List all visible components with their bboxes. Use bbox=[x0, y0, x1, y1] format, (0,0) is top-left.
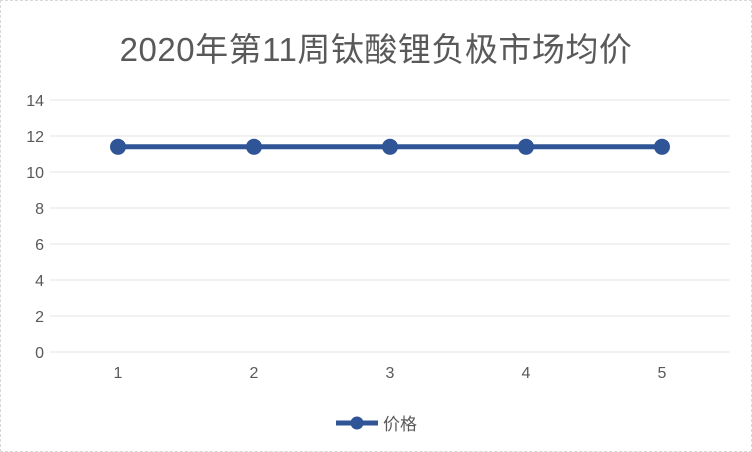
x-axis-tick-label: 4 bbox=[522, 365, 531, 382]
x-axis-tick-label: 2 bbox=[250, 365, 259, 382]
x-axis-tick-label: 1 bbox=[114, 365, 123, 382]
data-point-marker bbox=[246, 138, 262, 155]
data-point-marker bbox=[654, 138, 670, 155]
legend: 价格 bbox=[1, 410, 751, 435]
y-axis-tick-label: 4 bbox=[35, 273, 44, 290]
legend-line-marker-icon bbox=[336, 416, 378, 429]
y-axis-tick-label: 6 bbox=[35, 237, 44, 254]
y-axis-tick-label: 2 bbox=[35, 309, 44, 326]
y-axis-tick-label: 12 bbox=[26, 129, 44, 146]
data-point-marker bbox=[382, 138, 398, 155]
data-point-marker bbox=[110, 138, 126, 155]
x-axis-tick-label: 3 bbox=[386, 365, 395, 382]
data-point-marker bbox=[518, 138, 534, 155]
y-axis-tick-label: 10 bbox=[26, 165, 44, 182]
legend-label: 价格 bbox=[383, 415, 417, 434]
y-axis-tick-label: 14 bbox=[26, 93, 44, 110]
y-axis-tick-label: 8 bbox=[35, 201, 44, 218]
x-axis-tick-label: 5 bbox=[658, 365, 667, 382]
y-axis-tick-label: 0 bbox=[35, 345, 44, 362]
chart-title: 2020年第11周钛酸锂负极市场均价 bbox=[119, 31, 633, 68]
